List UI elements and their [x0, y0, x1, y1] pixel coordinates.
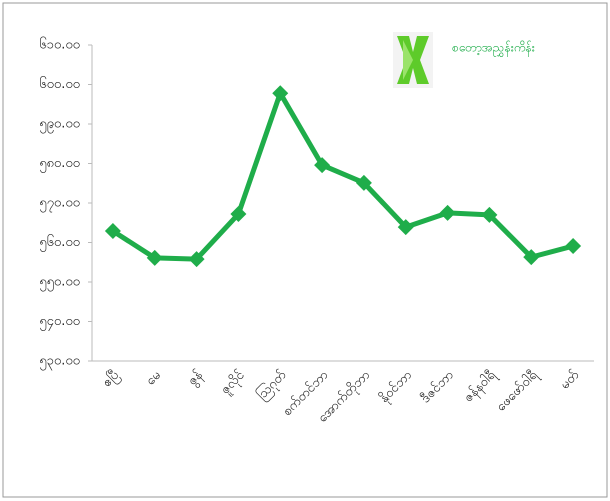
marker	[188, 251, 205, 268]
marker	[565, 238, 582, 255]
y-tick-label: ၅၈၀.၀၀	[39, 156, 80, 173]
y-tick-label: ၆၀၀.၀၀	[39, 76, 80, 92]
marker	[146, 249, 163, 266]
marker	[355, 174, 372, 191]
legend-label: စတော့အညွှန်းကိန်း	[452, 40, 535, 58]
y-tick-label: ၅၆၀.၀၀	[39, 234, 80, 252]
marker	[230, 206, 247, 223]
y-tick-label: ၅၃၀.၀၀	[39, 354, 80, 371]
y-tick-label: ၅၄၀.၀၀	[39, 314, 80, 331]
y-tick-label: ၅၉၀.၀၀	[39, 117, 80, 134]
marker	[272, 85, 289, 102]
legend-logo	[393, 32, 433, 88]
y-tick-label: ၅၅၀.၀၀	[39, 275, 80, 292]
marker	[523, 249, 540, 266]
marker	[439, 204, 456, 221]
y-tick-label: ၆၁၀.၀၀	[39, 37, 80, 53]
y-tick-label: ၅၇၀.၀၀	[39, 196, 80, 213]
marker	[104, 223, 121, 240]
marker	[314, 157, 331, 174]
marker	[397, 219, 414, 236]
marker	[481, 206, 498, 223]
